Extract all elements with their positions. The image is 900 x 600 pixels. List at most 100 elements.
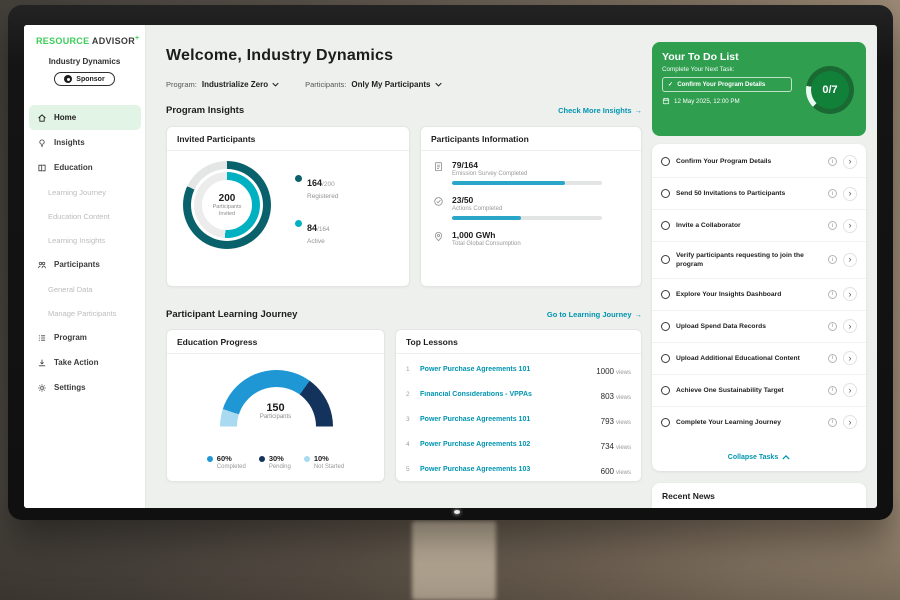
check-more-insights-link[interactable]: Check More Insights → [558,106,642,115]
info-icon[interactable]: i [828,221,837,230]
task-row[interactable]: Upload Spend Data Records i › [652,311,866,343]
info-value: 23/50 [452,195,474,205]
next-task-pill[interactable]: ✓ Confirm Your Program Details [662,77,792,92]
lesson-row[interactable]: 5 Power Purchase Agreements 103 600 views [396,457,641,482]
info-rows: 79/164 Emission Survey Completed 23/50 A… [421,151,641,247]
settings-icon [38,383,46,392]
lesson-link[interactable]: Power Purchase Agreements 102 [420,441,531,448]
sidebar-item-label: Manage Participants [48,308,117,318]
todo-due-date: 12 May 2025, 12:00 PM [662,97,856,105]
info-icon[interactable]: i [828,385,837,395]
recent-news-title: Recent News [662,490,715,501]
sidebar-item-settings[interactable]: Settings [24,375,146,400]
lesson-rank: 5 [406,466,410,473]
chevron-right-icon[interactable]: › [843,383,857,398]
sidebar-item-participants[interactable]: Participants [24,252,146,277]
lesson-link[interactable]: Power Purchase Agreements 101 [420,416,531,423]
info-icon[interactable]: i [828,289,837,299]
sponsor-icon [64,75,73,83]
sidebar-item-label: Learning Journey [48,187,106,197]
participants-filter-value: Only My Participants [351,80,431,89]
task-checkbox[interactable] [661,157,670,166]
chevron-right-icon[interactable]: › [843,415,857,430]
chevron-right-icon[interactable]: › [843,287,857,302]
info-icon[interactable]: i [828,189,837,198]
task-row[interactable]: Confirm Your Program Details i › [652,146,866,178]
task-checkbox[interactable] [661,385,670,395]
participants-filter-dropdown[interactable]: Only My Participants [351,80,442,89]
monitor-stand [412,521,496,600]
sidebar-item-home[interactable]: Home [29,105,141,130]
filters-bar: Program: Industrialize Zero Participants… [166,80,442,89]
card-title: Invited Participants [167,127,409,151]
chevron-right-icon[interactable]: › [843,154,857,169]
task-row[interactable]: Invite a Collaborator i › [652,210,866,242]
chevron-down-icon [272,82,279,87]
task-row[interactable]: Verify participants requesting to join t… [652,242,866,279]
task-row[interactable]: Achieve One Sustainability Target i › [652,375,866,407]
task-row[interactable]: Explore Your Insights Dashboard i › [652,279,866,311]
sidebar-item-label: Settings [54,383,86,392]
link-label: Go to Learning Journey [546,310,632,319]
legend-dot [295,220,302,227]
program-filter-dropdown[interactable]: Industrialize Zero [202,80,279,89]
section-title: Participant Learning Journey [166,309,298,320]
info-icon[interactable]: i [828,255,837,265]
lesson-row[interactable]: 2 Financial Considerations - VPPAs 803 vi… [396,382,641,407]
sponsor-badge[interactable]: Sponsor [54,72,115,86]
task-label: Achieve One Sustainability Target [676,386,784,394]
lesson-row[interactable]: 1 Power Purchase Agreements 101 1000 view… [396,357,641,382]
chevron-right-icon[interactable]: › [843,252,857,267]
task-row[interactable]: Upload Additional Educational Content i … [652,343,866,375]
sidebar-item-education-content[interactable]: Education Content [24,204,146,228]
sidebar-item-program[interactable]: Program [24,325,146,350]
legend-dot [295,175,302,182]
task-checkbox[interactable] [661,289,670,299]
calendar-icon [662,98,670,105]
task-checkbox[interactable] [661,321,670,331]
legend-item-not-started: 10% Not Started [303,454,344,470]
participants-information-card: Participants Information 79/164 Emission… [420,126,642,287]
lesson-link[interactable]: Financial Considerations - VPPAs [420,391,532,398]
chevron-right-icon[interactable]: › [843,186,857,201]
info-icon[interactable]: i [828,321,837,331]
lesson-link[interactable]: Power Purchase Agreements 101 [420,366,531,373]
recent-news-header: Recent News [652,483,866,508]
task-checkbox[interactable] [661,417,670,427]
info-icon[interactable]: i [828,157,837,166]
todo-summary-card: Your To Do List Complete Your Next Task:… [652,42,866,136]
chevron-right-icon[interactable]: › [843,218,857,233]
participants-icon [38,261,46,268]
link-label: Check More Insights [558,106,632,115]
task-row[interactable]: Send 50 Invitations to Participants i › [652,178,866,210]
chevron-right-icon[interactable]: › [843,319,857,334]
info-icon[interactable]: i [828,353,837,363]
legend-value: 10% [313,454,329,463]
lesson-views-unit: views [615,469,631,476]
task-row[interactable]: Complete Your Learning Journey i › [652,407,866,438]
legend-dot [206,455,213,462]
collapse-tasks-link[interactable]: Collapse Tasks [652,446,866,469]
lesson-link[interactable]: Power Purchase Agreements 103 [420,466,531,473]
sidebar-item-learning-insights[interactable]: Learning Insights [24,228,146,252]
task-checkbox[interactable] [661,255,670,265]
go-to-learning-journey-link[interactable]: Go to Learning Journey → [547,310,642,319]
sidebar-item-general-data[interactable]: General Data [24,277,146,301]
sidebar-item-learning-journey[interactable]: Learning Journey [24,180,146,204]
sidebar-item-take-action[interactable]: Take Action [24,350,146,375]
program-filter-value: Industrialize Zero [201,80,269,89]
info-icon[interactable]: i [828,417,837,427]
collapse-label: Collapse Tasks [727,454,779,461]
task-checkbox[interactable] [661,353,670,363]
lesson-row[interactable]: 4 Power Purchase Agreements 102 734 views [396,432,641,457]
sidebar-item-insights[interactable]: Insights [24,130,146,155]
chevron-right-icon[interactable]: › [843,351,857,366]
task-checkbox[interactable] [661,189,670,198]
sidebar-item-manage-participants[interactable]: Manage Participants [24,301,146,325]
info-row-consumption: 1,000 GWh Total Global Consumption [433,230,629,247]
task-checkbox[interactable] [661,221,670,230]
sidebar-item-education[interactable]: Education [24,155,146,180]
lesson-row[interactable]: 3 Power Purchase Agreements 101 793 views [396,407,641,432]
progress-fill [452,181,565,185]
lesson-views: 803 [600,391,614,401]
